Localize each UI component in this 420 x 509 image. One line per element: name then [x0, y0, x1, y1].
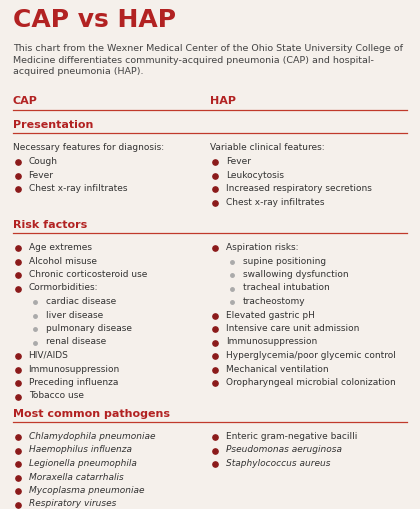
Text: Aspiration risks:: Aspiration risks: — [226, 243, 299, 252]
Text: Pseudomonas aeruginosa: Pseudomonas aeruginosa — [226, 445, 342, 455]
Text: Haemophilus influenza: Haemophilus influenza — [29, 445, 131, 455]
Text: Legionella pneumophila: Legionella pneumophila — [29, 459, 136, 468]
Text: Presentation: Presentation — [13, 120, 93, 130]
Text: This chart from the Wexner Medical Center of the Ohio State University College o: This chart from the Wexner Medical Cente… — [13, 44, 403, 53]
Text: tracheal intubation: tracheal intubation — [243, 284, 330, 293]
Text: liver disease: liver disease — [46, 310, 103, 320]
Text: Age extremes: Age extremes — [29, 243, 92, 252]
Text: Fever: Fever — [226, 157, 251, 166]
Text: HIV/AIDS: HIV/AIDS — [29, 351, 68, 360]
Text: Staphylococcus aureus: Staphylococcus aureus — [226, 459, 331, 468]
Text: Immunosuppression: Immunosuppression — [226, 337, 317, 347]
Text: cardiac disease: cardiac disease — [46, 297, 116, 306]
Text: Enteric gram-negative bacilli: Enteric gram-negative bacilli — [226, 432, 357, 441]
Text: Tobacco use: Tobacco use — [29, 391, 84, 401]
Text: Fever: Fever — [29, 171, 54, 180]
Text: Preceding influenza: Preceding influenza — [29, 378, 118, 387]
Text: Risk factors: Risk factors — [13, 220, 87, 230]
Text: Cough: Cough — [29, 157, 58, 166]
Text: Variable clinical features:: Variable clinical features: — [210, 143, 325, 152]
Text: CAP: CAP — [13, 96, 37, 106]
Text: CAP vs HAP: CAP vs HAP — [13, 8, 176, 32]
Text: supine positioning: supine positioning — [243, 257, 326, 266]
Text: tracheostomy: tracheostomy — [243, 297, 306, 306]
Text: Necessary features for diagnosis:: Necessary features for diagnosis: — [13, 143, 164, 152]
Text: Leukocytosis: Leukocytosis — [226, 171, 284, 180]
Text: acquired pneumonia (HAP).: acquired pneumonia (HAP). — [13, 67, 143, 76]
Text: Moraxella catarrhalis: Moraxella catarrhalis — [29, 472, 123, 482]
Text: Medicine differentiates community-acquired pneumonia (CAP) and hospital-: Medicine differentiates community-acquir… — [13, 55, 373, 65]
Text: Mycoplasma pneumoniae: Mycoplasma pneumoniae — [29, 486, 144, 495]
Text: Chest x-ray infiltrates: Chest x-ray infiltrates — [226, 197, 325, 207]
Text: Hyperglycemia/poor glycemic control: Hyperglycemia/poor glycemic control — [226, 351, 396, 360]
Text: Elevated gastric pH: Elevated gastric pH — [226, 310, 315, 320]
Text: Chlamydophila pneumoniae: Chlamydophila pneumoniae — [29, 432, 155, 441]
Text: Chronic corticosteroid use: Chronic corticosteroid use — [29, 270, 147, 279]
Text: HAP: HAP — [210, 96, 236, 106]
Text: pulmonary disease: pulmonary disease — [46, 324, 131, 333]
Text: Oropharyngeal microbial colonization: Oropharyngeal microbial colonization — [226, 378, 396, 387]
Text: Cormorbidities:: Cormorbidities: — [29, 284, 98, 293]
Text: Most common pathogens: Most common pathogens — [13, 409, 170, 419]
Text: Chest x-ray infiltrates: Chest x-ray infiltrates — [29, 184, 127, 193]
Text: Immunosuppression: Immunosuppression — [29, 364, 120, 374]
Text: Intensive care unit admission: Intensive care unit admission — [226, 324, 360, 333]
Text: Mechanical ventilation: Mechanical ventilation — [226, 364, 328, 374]
Text: renal disease: renal disease — [46, 337, 106, 347]
Text: Alcohol misuse: Alcohol misuse — [29, 257, 97, 266]
Text: Increased respiratory secretions: Increased respiratory secretions — [226, 184, 372, 193]
Text: Respiratory viruses: Respiratory viruses — [29, 499, 116, 508]
Text: swallowing dysfunction: swallowing dysfunction — [243, 270, 349, 279]
